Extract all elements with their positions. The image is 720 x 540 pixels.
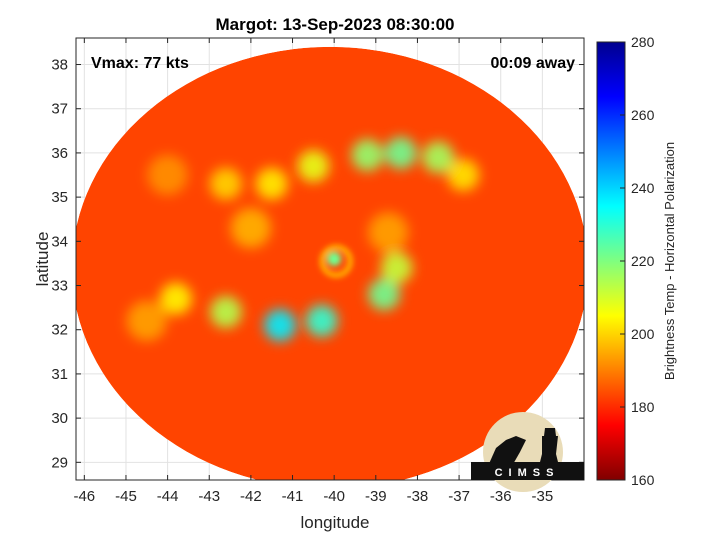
y-tick-label: 33: [51, 278, 68, 295]
x-tick-label: -42: [240, 488, 262, 505]
colorbar-tick-label: 160: [631, 472, 655, 488]
chart-title: Margot: 13-Sep-2023 08:30:00: [215, 15, 454, 34]
y-tick-label: 29: [51, 454, 68, 471]
rain-band-northwest: [209, 167, 242, 200]
x-axis-ticks: -46 -45 -44 -43 -42 -41 -40 -39 -38 -37 -36 -35: [73, 38, 553, 505]
y-tick-label: 32: [51, 322, 68, 339]
y-axis-ticks: 29 30 31 32 33 34 35 36 37 38: [51, 57, 584, 471]
colorbar-tick-label: 260: [631, 107, 655, 123]
y-tick-label: 36: [51, 145, 68, 162]
x-tick-label: -44: [157, 488, 179, 505]
vmax-annotation: Vmax: 77 kts: [91, 55, 189, 72]
colorbar-tick-label: 200: [631, 326, 655, 342]
logo-base-bar: [471, 462, 584, 480]
rain-inner-spiral: [368, 212, 409, 253]
y-tick-label: 35: [51, 189, 68, 206]
x-tick-label: -39: [365, 488, 387, 505]
storm-eye: [327, 252, 342, 266]
rain-band-south: [305, 304, 338, 337]
x-tick-label: -35: [532, 488, 554, 505]
colorbar-ticks: 160 180 200 220 240 260 280: [620, 34, 655, 488]
y-tick-label: 37: [51, 101, 68, 118]
rain-band-southwest: [209, 296, 242, 329]
cimss-logo: CIMSS: [471, 412, 584, 492]
rain-band-east: [380, 251, 413, 284]
rain-band-north: [297, 150, 330, 183]
rain-band-north: [351, 139, 384, 172]
swath-background: [76, 46, 584, 480]
plot-frame: [75, 37, 585, 481]
rain-outer-rain: [147, 155, 188, 196]
x-axis-label: longitude: [300, 513, 369, 532]
logo-text: CIMSS: [495, 467, 560, 479]
logo-dish-silhouette: [488, 436, 526, 466]
time-away-annotation: 00:09 away: [490, 55, 575, 72]
rain-outer-rain: [126, 300, 167, 341]
x-tick-label: -45: [115, 488, 137, 505]
y-tick-label: 34: [51, 233, 68, 250]
x-tick-label: -46: [73, 488, 95, 505]
brightness-swath: [76, 46, 584, 480]
colorbar-tick-label: 220: [631, 253, 655, 269]
rain-band-southwest: [159, 282, 192, 315]
x-tick-label: -43: [198, 488, 220, 505]
x-tick-label: -38: [407, 488, 429, 505]
rain-band-south: [264, 309, 297, 342]
rain-band-east: [368, 278, 401, 311]
colorbar-label: Brightness Temp - Horizontal Polarizatio…: [662, 142, 677, 380]
y-axis-label: latitude: [33, 232, 52, 287]
x-tick-label: -37: [448, 488, 470, 505]
x-tick-label: -40: [323, 488, 345, 505]
y-tick-label: 31: [51, 366, 68, 383]
x-tick-label: -36: [490, 488, 512, 505]
rain-band-north: [422, 141, 455, 174]
y-tick-label: 38: [51, 57, 68, 74]
x-tick-label: -41: [282, 488, 304, 505]
colorbar-tick-label: 180: [631, 399, 655, 415]
logo-water-tower: [538, 428, 560, 470]
storm-eyewall: [319, 244, 353, 278]
rain-band-northwest: [255, 167, 288, 200]
colorbar-tick-label: 240: [631, 180, 655, 196]
rain-inner-spiral: [230, 208, 271, 249]
y-tick-label: 30: [51, 410, 68, 427]
rain-band-north: [384, 136, 417, 169]
rain-band-northeast: [447, 159, 480, 192]
colorbar-tick-label: 280: [631, 34, 655, 50]
